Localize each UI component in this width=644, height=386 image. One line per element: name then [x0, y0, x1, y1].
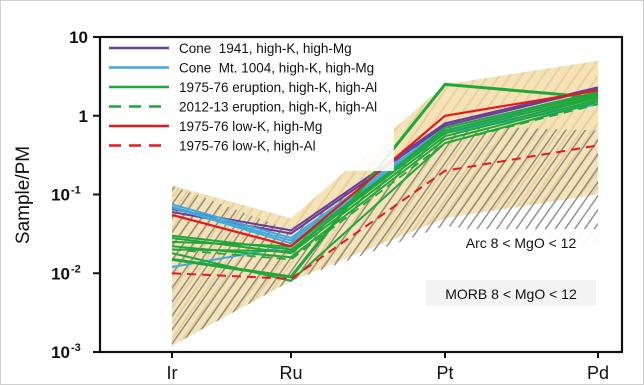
- series-line-13: [171, 103, 599, 261]
- series-line-0: [171, 86, 599, 232]
- y-tick-exponent: -1: [71, 185, 81, 197]
- legend: Cone 1941, high-K, high-Mg Cone Mt. 1004,…: [104, 41, 394, 171]
- x-tick-label: Ir: [167, 363, 178, 383]
- y-tick-exponent: -3: [71, 342, 81, 354]
- y-tick-label: 10: [69, 28, 88, 47]
- series-layer: [171, 82, 599, 282]
- series-line-7: [171, 96, 599, 255]
- y-axis-label: Sample/PM: [13, 146, 34, 244]
- field-morb: [172, 125, 598, 346]
- series-line-14: [171, 89, 599, 248]
- field-label-layer: Arc 8 < MgO < 12 MORB 8 < MgO < 12: [426, 229, 606, 306]
- series-line-6: [171, 94, 599, 251]
- legend-label: Cone Mt. 1004, high-K, high-Mg: [179, 61, 374, 76]
- y-tick-exponent: -2: [71, 263, 81, 275]
- series-line-10: [171, 91, 599, 253]
- field-label: MORB 8 < MgO < 12: [445, 286, 577, 302]
- field-label-bg: [436, 229, 606, 255]
- legend-label: 1975-76 low-K, high-Al: [179, 139, 316, 154]
- legend-label: 1975-76 eruption, high-K, high-Al: [179, 80, 377, 95]
- legend-label: 2012-13 eruption, high-K, high-Al: [179, 100, 377, 115]
- series-line-15: [171, 144, 599, 280]
- field-label-bg: [426, 280, 596, 306]
- y-tick-label: 10: [51, 186, 70, 205]
- legend-label: 1975-76 low-K, high-Mg: [179, 119, 322, 134]
- y-tick-label: 10: [51, 343, 70, 362]
- field-label: Arc 8 < MgO < 12: [466, 235, 577, 251]
- x-tick-label: Pt: [436, 363, 453, 383]
- legend-label: Cone 1941, high-K, high-Mg: [179, 41, 352, 56]
- y-tick-label: 1: [79, 107, 88, 126]
- y-tick-label: 10: [51, 264, 70, 283]
- x-tick-label: Ru: [279, 363, 302, 383]
- x-axis: Ir Ru Pt Pd: [167, 352, 609, 383]
- x-tick-label: Pd: [587, 363, 609, 383]
- series-line-9: [171, 98, 599, 259]
